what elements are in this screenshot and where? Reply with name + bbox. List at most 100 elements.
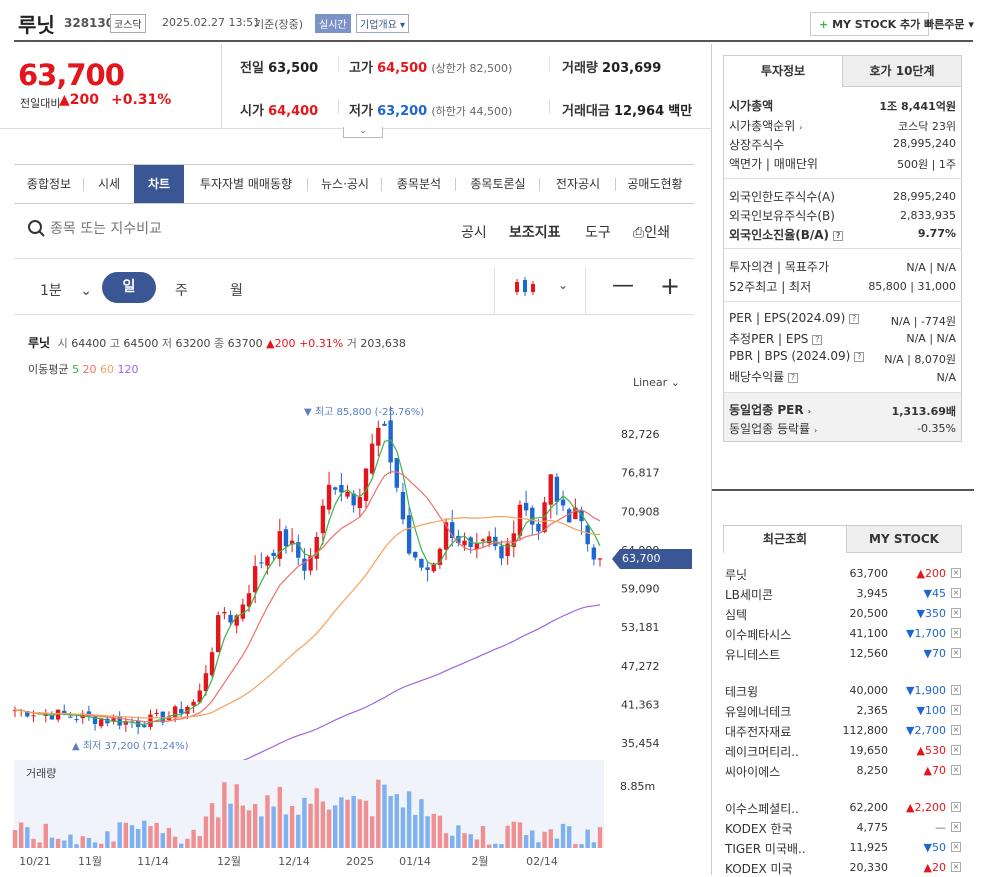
volume-bar (437, 815, 443, 848)
scale-select[interactable]: Linear ⌄ (633, 376, 680, 389)
tab-7[interactable]: 전자공시 (555, 177, 601, 191)
sector-per-label[interactable]: 동일업종 PER › (729, 403, 812, 417)
period-day-button[interactable]: 일 (102, 272, 156, 303)
remove-icon[interactable]: × (951, 862, 961, 872)
recent-item-name[interactable]: 레이크머티리.. (725, 745, 799, 759)
chevron-down-icon[interactable]: ⌄ (558, 278, 569, 292)
search-icon[interactable] (27, 219, 47, 239)
compare-search-input[interactable] (50, 219, 270, 239)
candle (326, 471, 332, 515)
recent-item-name[interactable]: 루닛 (725, 568, 748, 582)
remove-icon[interactable]: × (951, 628, 961, 638)
remove-icon[interactable]: × (951, 765, 961, 775)
recent-item[interactable]: 씨아이에스 8,250 ▲70 × (723, 762, 963, 780)
printer-icon: ⎙ (633, 225, 645, 241)
recent-item[interactable]: 루닛 63,700 ▲200 × (723, 565, 963, 583)
tab-5[interactable]: 종목분석 (396, 177, 442, 191)
remove-icon[interactable]: × (951, 745, 961, 755)
recent-item[interactable]: 이수페타시스 41,100 ▼1,700 × (723, 625, 963, 643)
recent-item-name[interactable]: 씨아이에스 (725, 765, 781, 779)
remove-icon[interactable]: × (951, 568, 961, 578)
help-icon[interactable]: ? (849, 313, 860, 324)
tab-hoga[interactable]: 호가 10단계 (842, 55, 962, 87)
recent-item[interactable]: 레이크머티리.. 19,650 ▲530 × (723, 742, 963, 760)
remove-icon[interactable]: × (951, 608, 961, 618)
tab-1[interactable]: 시세 (97, 177, 121, 191)
zoom-in-icon[interactable]: + (660, 272, 681, 300)
remove-icon[interactable]: × (951, 725, 961, 735)
recent-item[interactable]: 유일에너테크 2,365 ▼100 × (723, 702, 963, 720)
tab-3[interactable]: 투자자별 매매동향 (199, 177, 293, 191)
help-icon[interactable]: ? (854, 351, 865, 362)
remove-icon[interactable]: × (951, 842, 961, 852)
candle-type-icon[interactable] (513, 276, 539, 298)
recent-item[interactable]: 유니테스트 12,560 ▼70 × (723, 645, 963, 663)
recent-item-name[interactable]: 테크윙 (725, 685, 759, 699)
recent-item-change: ▼50 (923, 841, 946, 854)
candle (333, 486, 338, 495)
volume-title: 거래량 (26, 767, 57, 780)
recent-item-name[interactable]: TIGER 미국배.. (725, 842, 806, 856)
quote-datetime: 2025.02.27 13:51 (162, 16, 261, 29)
market-badge: 코스닥 (110, 14, 146, 33)
notice-tool[interactable]: 공시 (461, 225, 487, 241)
drawing-tool[interactable]: 도구 (585, 225, 611, 241)
remove-icon[interactable]: × (951, 685, 961, 695)
volume-bar (388, 796, 393, 848)
recent-item[interactable]: 대주전자재료 112,800 ▼2,700 × (723, 722, 963, 740)
zoom-out-icon[interactable]: — (612, 273, 634, 298)
recent-item[interactable]: KODEX 한국 4,775 — × (723, 819, 963, 837)
recent-item-name[interactable]: 대주전자재료 (725, 725, 792, 739)
sector-rate-label[interactable]: 동일업종 등락률 › (729, 422, 818, 436)
recent-item-price: 3,945 (856, 587, 889, 600)
period-month-button[interactable]: 월 (230, 283, 243, 299)
help-icon[interactable]: ? (833, 230, 844, 241)
realtime-badge[interactable]: 실시간 (315, 14, 351, 33)
remove-icon[interactable]: × (951, 822, 961, 832)
company-info-button[interactable]: 기업개요 ▾ (356, 14, 410, 33)
price-chart[interactable]: 82,72676,81770,90864,99959,09053,18147,2… (0, 395, 700, 875)
remove-icon[interactable]: × (951, 648, 961, 658)
tab-0[interactable]: 종합정보 (26, 177, 72, 191)
recent-item[interactable]: 심텍 20,500 ▼350 × (723, 605, 963, 623)
candle (197, 683, 202, 704)
candle (591, 544, 597, 566)
remove-icon[interactable]: × (951, 705, 961, 715)
w52-label: 52주최고 | 최저 (729, 280, 812, 294)
recent-item[interactable]: TIGER 미국배.. 11,925 ▼50 × (723, 839, 963, 857)
recent-item-change: ▼70 (923, 647, 946, 660)
recent-item[interactable]: LB세미콘 3,945 ▼45 × (723, 585, 963, 603)
recent-item[interactable]: 테크윙 40,000 ▼1,900 × (723, 682, 963, 700)
recent-item-name[interactable]: 이수페타시스 (725, 628, 792, 642)
recent-item-name[interactable]: 유니테스트 (725, 648, 781, 662)
recent-item[interactable]: 이수스페셜티.. 62,200 ▲2,200 × (723, 799, 963, 817)
minute-select[interactable]: 1분 ⌄ (40, 283, 92, 299)
recent-item[interactable]: KODEX 미국 20,330 ▲20 × (723, 859, 963, 877)
recent-item-name[interactable]: KODEX 미국 (725, 862, 793, 876)
recent-item-name[interactable]: 심텍 (725, 608, 748, 622)
tab-4[interactable]: 뉴스·공시 (321, 177, 369, 191)
tab-2[interactable]: 차트 (134, 165, 184, 203)
volume-bar (234, 784, 239, 848)
remove-icon[interactable]: × (951, 802, 961, 812)
recent-item-name[interactable]: 유일에너테크 (725, 705, 792, 719)
period-week-button[interactable]: 주 (175, 283, 188, 299)
expand-toggle[interactable]: ⌄ (343, 127, 383, 138)
recent-item-name[interactable]: LB세미콘 (725, 588, 774, 602)
help-icon[interactable]: ? (788, 372, 799, 383)
print-button[interactable]: ⎙인쇄 (633, 225, 670, 241)
tab-recent[interactable]: 최근조회 (723, 525, 847, 553)
remove-icon[interactable]: × (951, 588, 961, 598)
help-icon[interactable]: ? (812, 334, 823, 345)
mcap-rank-label[interactable]: 시가총액순위 › (729, 119, 803, 133)
tab-8[interactable]: 공매도현황 (627, 177, 683, 191)
volume-bar (185, 838, 190, 848)
recent-item-name[interactable]: 이수스페셜티.. (725, 802, 799, 816)
indicator-tool[interactable]: 보조지표 (509, 225, 561, 241)
quick-order-button[interactable]: 빠른주문 ▾ (924, 18, 974, 31)
recent-item-name[interactable]: KODEX 한국 (725, 822, 793, 836)
tab-my-stock[interactable]: MY STOCK (846, 525, 962, 553)
tab-6[interactable]: 종목토론실 (470, 177, 526, 191)
tab-invest-info[interactable]: 투자정보 (723, 55, 843, 87)
my-stock-add-button[interactable]: + MY STOCK 추가 (810, 12, 930, 36)
